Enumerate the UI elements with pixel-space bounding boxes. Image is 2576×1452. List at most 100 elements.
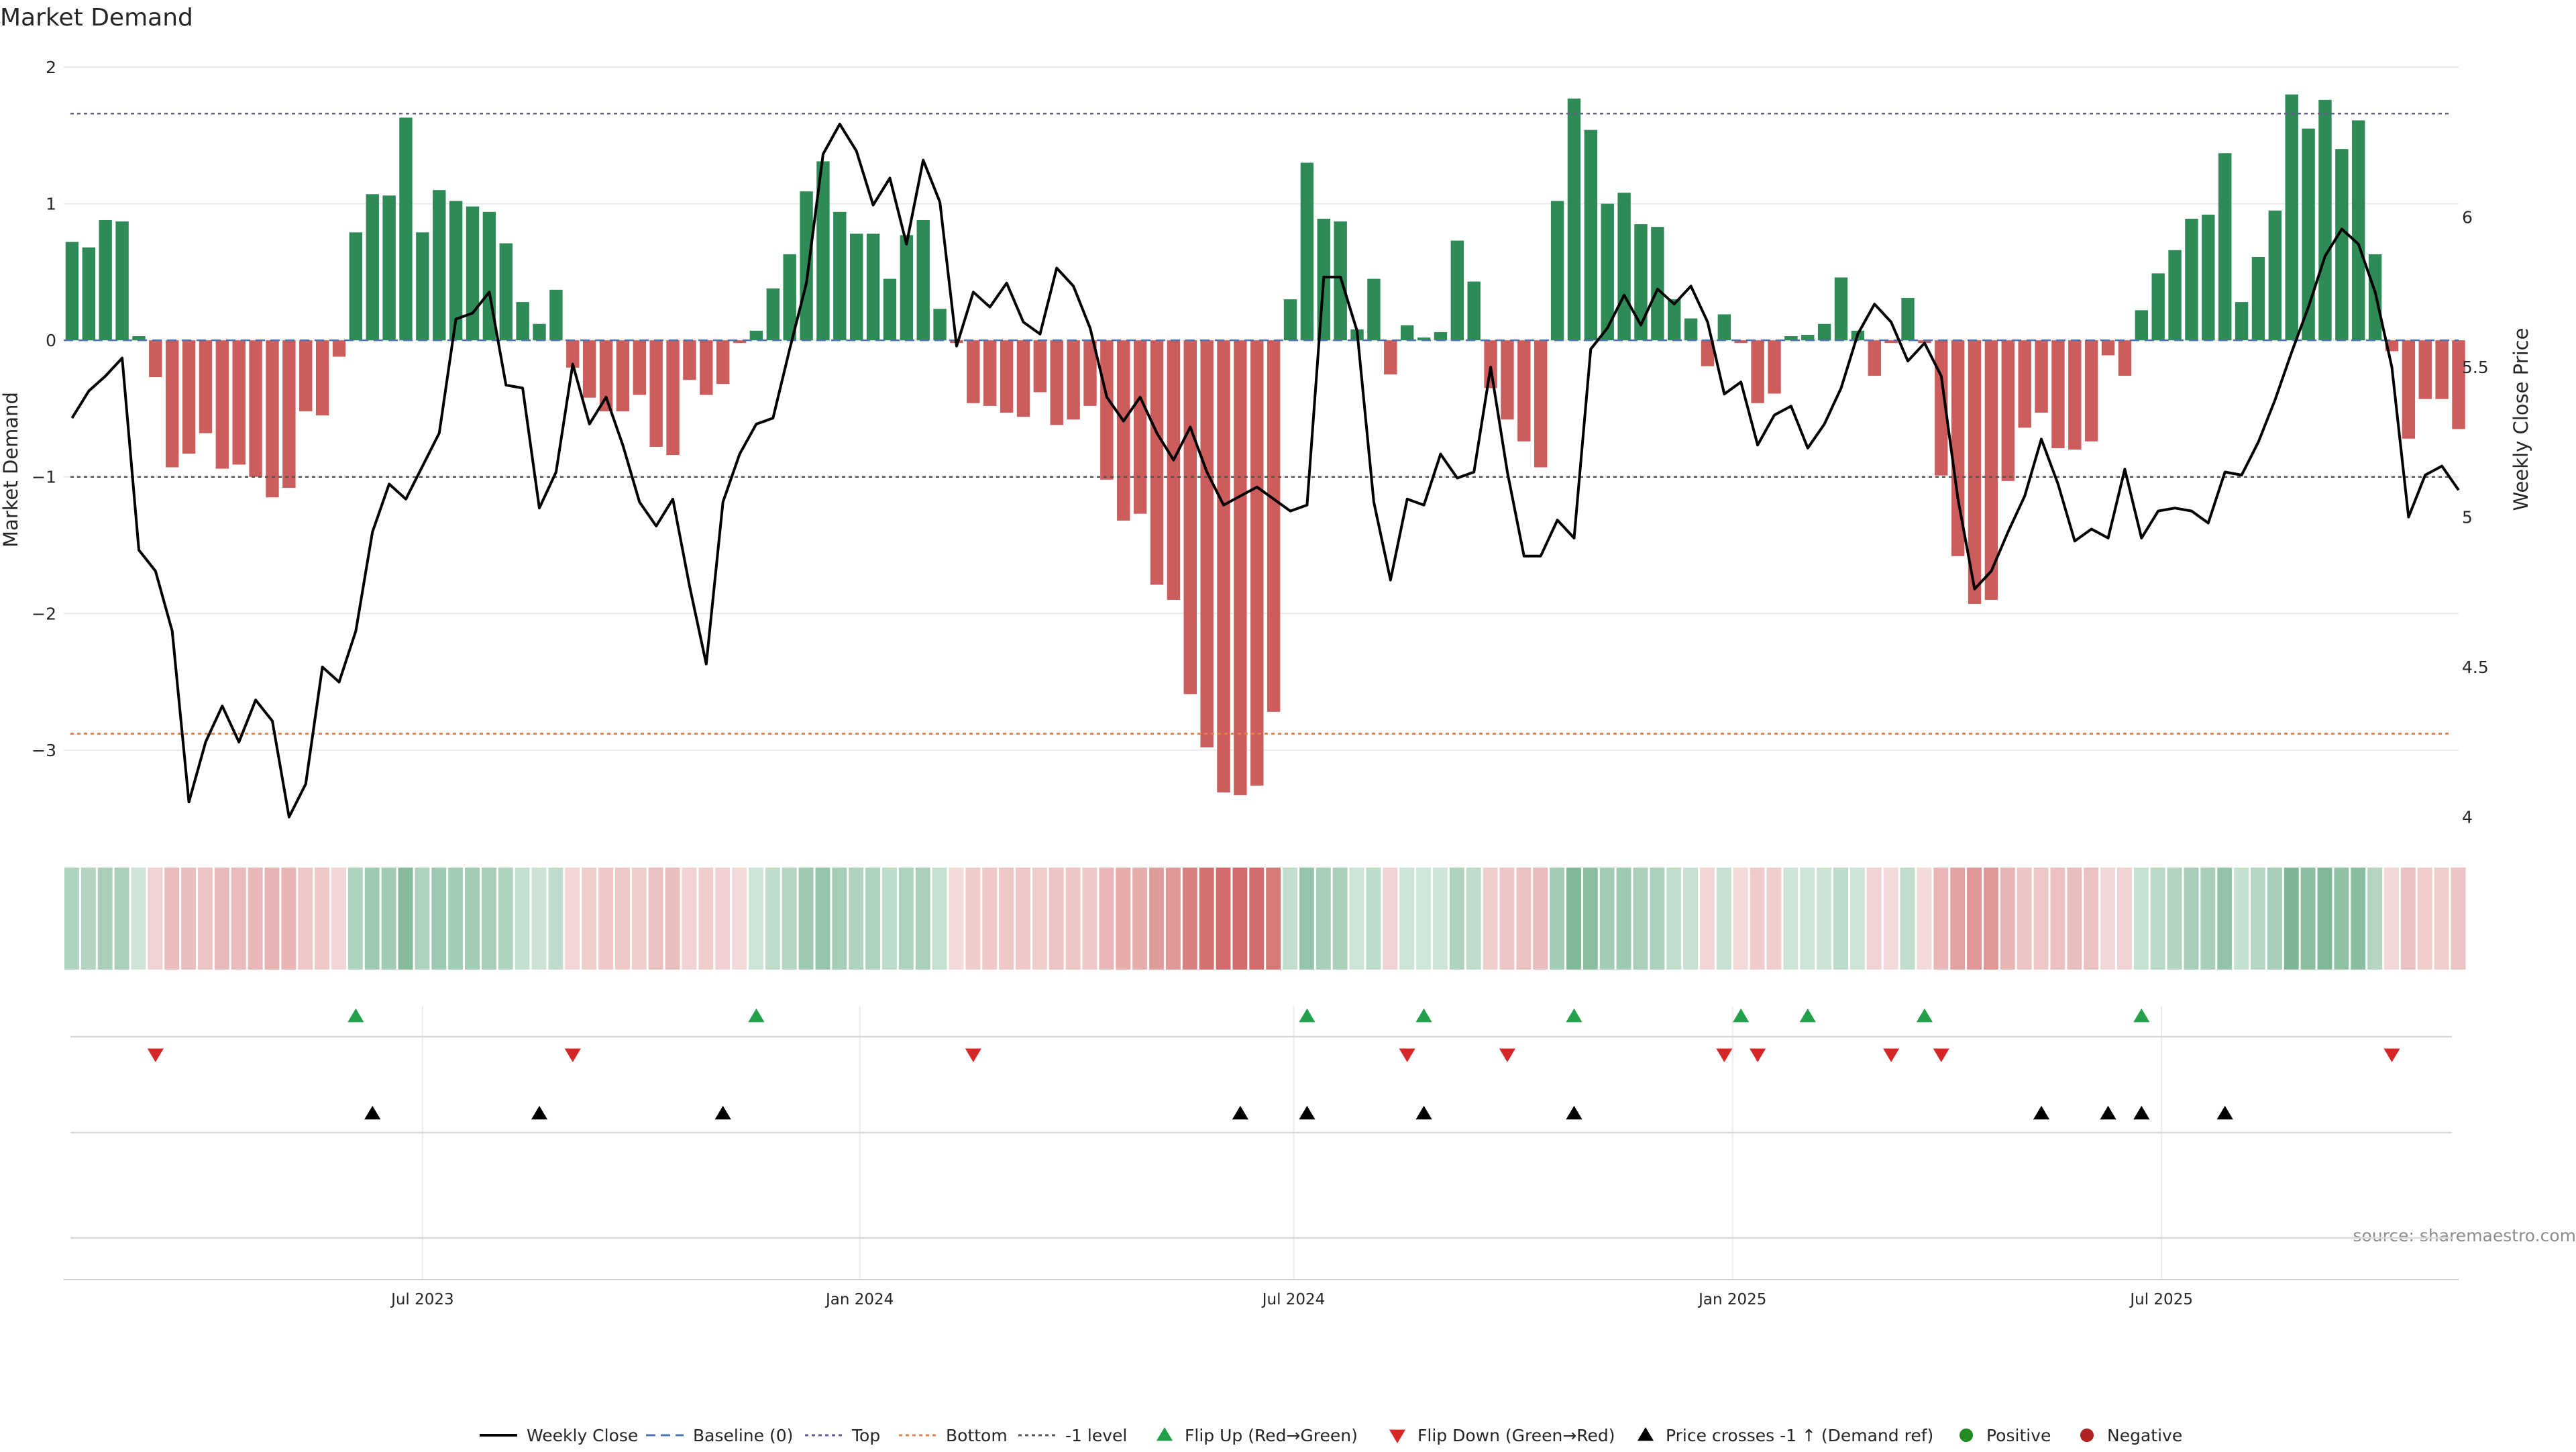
heat-cell	[498, 868, 513, 970]
heat-cell	[1399, 868, 1414, 970]
heat-cell	[248, 868, 263, 970]
demand-bar	[399, 117, 412, 340]
heat-cell	[2167, 868, 2182, 970]
demand-bar	[2051, 340, 2064, 448]
x-tick-label: Jul 2023	[390, 1291, 454, 1308]
heat-cell	[1767, 868, 1782, 970]
demand-bar	[1117, 340, 1130, 521]
heat-cell	[1750, 868, 1765, 970]
heat-cell	[2367, 868, 2382, 970]
heat-cell	[148, 868, 162, 970]
demand-bar	[933, 309, 946, 340]
demand-bar	[616, 340, 629, 411]
demand-bar	[1434, 332, 1447, 340]
heat-cell	[548, 868, 563, 970]
price-cross-marker	[715, 1106, 731, 1119]
y-tick-label-left: 0	[46, 331, 56, 350]
flip-up-marker	[1917, 1008, 1933, 1022]
demand-bar	[233, 340, 246, 464]
price-cross-marker	[1299, 1106, 1315, 1119]
y-tick-label-right: 6	[2462, 208, 2473, 227]
demand-bar	[382, 195, 395, 340]
heat-cell	[64, 868, 79, 970]
x-tick-label: Jul 2024	[1261, 1291, 1326, 1308]
flip-down-marker	[1883, 1049, 1899, 1062]
heat-cell	[1717, 868, 1731, 970]
demand-bar	[166, 340, 178, 467]
demand-bar	[2168, 250, 2181, 340]
legend-item: -1 level	[1018, 1426, 1127, 1445]
demand-bar	[1768, 340, 1780, 393]
demand-bar	[2002, 340, 2015, 481]
legend-swatch	[1638, 1427, 1654, 1441]
heat-cell	[2084, 868, 2098, 970]
demand-bar	[2035, 340, 2047, 413]
heat-cell	[682, 868, 696, 970]
event-markers	[148, 1008, 2400, 1119]
y-tick-label-left: 1	[46, 195, 56, 214]
heat-cell	[215, 868, 229, 970]
heat-cell	[598, 868, 613, 970]
demand-bar	[350, 232, 362, 340]
heat-cell	[2284, 868, 2299, 970]
heat-cell	[1600, 868, 1615, 970]
heat-cell	[1083, 868, 1097, 970]
demand-bar	[216, 340, 229, 468]
legend-item: Price crosses -1 ↑ (Demand ref)	[1638, 1426, 1933, 1445]
price-cross-marker	[2133, 1106, 2149, 1119]
heat-cell	[1500, 868, 1515, 970]
heat-cell	[1132, 868, 1147, 970]
flip-up-marker	[347, 1008, 364, 1022]
demand-bar	[500, 244, 513, 341]
heat-cell	[2100, 868, 2115, 970]
demand-bar	[182, 340, 195, 454]
y-axis-label-left: Market Demand	[0, 392, 22, 548]
price-cross-marker	[1415, 1106, 1432, 1119]
demand-bar	[2352, 120, 2365, 340]
legend-item: Baseline (0)	[646, 1426, 793, 1445]
y-tick-label-left: −2	[32, 604, 56, 623]
demand-bar	[1501, 340, 1513, 419]
demand-bar	[149, 340, 162, 377]
x-tick-label: Jul 2025	[2129, 1291, 2193, 1308]
demand-heat-strip	[64, 868, 2465, 970]
demand-bar	[1534, 340, 1547, 467]
demand-bar	[633, 340, 646, 395]
heat-cell	[582, 868, 596, 970]
demand-bar	[1551, 201, 1564, 341]
heat-cell	[1850, 868, 1865, 970]
heat-cell	[1666, 868, 1681, 970]
heat-cell	[2334, 868, 2349, 970]
price-cross-marker	[531, 1106, 547, 1119]
legend-label: Baseline (0)	[693, 1426, 793, 1445]
demand-bar	[1718, 314, 1731, 340]
heat-cell	[482, 868, 496, 970]
legend-label: Price crosses -1 ↑ (Demand ref)	[1666, 1426, 1933, 1445]
legend-item: Positive	[1960, 1426, 2051, 1445]
heat-cell	[782, 868, 797, 970]
flip-up-marker	[1566, 1008, 1582, 1022]
heat-cell	[1232, 868, 1247, 970]
demand-bar	[1234, 340, 1246, 795]
demand-bar	[1184, 340, 1197, 694]
demand-bar	[533, 324, 545, 340]
heat-cell	[665, 868, 680, 970]
heat-cell	[999, 868, 1014, 970]
legend-label: Positive	[1986, 1426, 2051, 1445]
heat-cell	[2034, 868, 2049, 970]
demand-bar	[883, 279, 896, 341]
heat-cell	[1249, 868, 1264, 970]
heat-cell	[2200, 868, 2215, 970]
heat-cell	[1583, 868, 1598, 970]
demand-bar	[800, 191, 812, 340]
heat-cell	[164, 868, 179, 970]
heat-cell	[1633, 868, 1648, 970]
demand-bar	[1818, 324, 1831, 340]
y-tick-label-left: 2	[46, 58, 56, 77]
heat-cell	[1116, 868, 1130, 970]
heat-cell	[832, 868, 847, 970]
heat-cell	[632, 868, 647, 970]
heat-cell	[2151, 868, 2165, 970]
heat-cell	[1333, 868, 1348, 970]
